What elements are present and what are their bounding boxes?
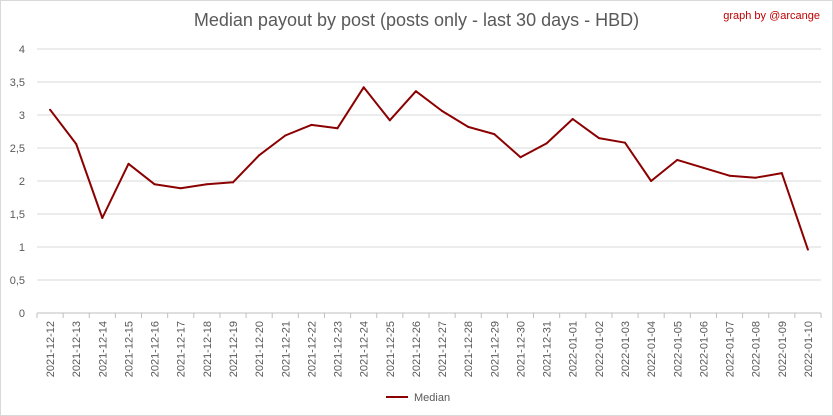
y-tick-label: 2 <box>19 176 25 188</box>
y-tick-label: 1 <box>19 242 25 254</box>
y-tick-label: 3 <box>19 110 25 122</box>
x-tick-label: 2022-01-05 <box>672 321 684 377</box>
y-axis-ticks: 0 0,5 1 1,5 2 2,5 3 3,5 4 <box>10 44 25 320</box>
x-tick-label: 2021-12-25 <box>385 321 397 377</box>
legend-label: Median <box>414 392 450 404</box>
data-point <box>467 125 470 128</box>
x-tick-label: 2021-12-31 <box>542 321 554 377</box>
series-layer <box>49 86 809 251</box>
data-point <box>101 216 104 219</box>
x-tick-label: 2021-12-19 <box>228 321 240 377</box>
y-tick-label: 0 <box>19 308 25 320</box>
data-point <box>441 110 444 113</box>
x-tick-label: 2022-01-01 <box>568 321 580 377</box>
chart-title: Median payout by post (posts only - last… <box>193 10 640 30</box>
x-tick-label: 2021-12-16 <box>150 321 162 377</box>
data-point <box>597 137 600 140</box>
x-tick-label: 2021-12-29 <box>489 321 501 377</box>
x-tick-label: 2021-12-30 <box>515 321 527 377</box>
data-point <box>493 133 496 136</box>
data-point <box>232 181 234 184</box>
x-axis-ticks: 2021-12-12 2021-12-13 2021-12-14 2021-12-15… <box>36 313 822 377</box>
chart-credit: graph by @arcange <box>723 10 820 22</box>
x-tick-label: 2022-01-04 <box>646 321 658 377</box>
x-tick-label: 2021-12-24 <box>359 321 371 377</box>
data-point <box>414 90 417 93</box>
data-point <box>728 174 731 177</box>
x-tick-label: 2021-12-13 <box>71 321 83 377</box>
y-tick-label: 4 <box>19 44 25 56</box>
data-point <box>153 183 156 186</box>
data-point <box>702 166 705 169</box>
x-tick-label: 2022-01-09 <box>777 321 789 377</box>
x-tick-label: 2021-12-28 <box>463 321 475 377</box>
x-tick-label: 2021-12-23 <box>333 321 345 377</box>
x-tick-label: 2022-01-06 <box>698 321 710 377</box>
x-tick-label: 2022-01-07 <box>725 321 737 377</box>
data-point <box>205 183 208 186</box>
y-tick-label: 3,5 <box>10 77 25 89</box>
data-point <box>624 141 626 144</box>
data-point <box>284 134 287 137</box>
data-point <box>388 119 391 122</box>
data-point <box>362 86 365 89</box>
series-line-median <box>49 86 809 250</box>
data-point <box>806 248 809 251</box>
x-tick-label: 2022-01-08 <box>751 321 763 377</box>
x-tick-label: 2021-12-26 <box>411 321 423 377</box>
data-point <box>179 187 182 190</box>
x-tick-label: 2022-01-10 <box>803 321 815 377</box>
legend: Median <box>386 392 450 404</box>
data-point <box>49 108 52 111</box>
x-tick-label: 2021-12-21 <box>280 321 292 377</box>
x-tick-label: 2022-01-02 <box>594 321 606 377</box>
y-tick-label: 1,5 <box>10 209 25 221</box>
x-tick-label: 2021-12-15 <box>123 321 135 377</box>
data-point <box>754 176 757 179</box>
x-tick-label: 2021-12-27 <box>437 321 449 377</box>
x-tick-label: 2022-01-03 <box>620 321 632 377</box>
data-point <box>545 142 548 145</box>
x-tick-label: 2021-12-17 <box>176 321 188 377</box>
x-tick-label: 2021-12-22 <box>306 321 318 377</box>
data-point <box>336 127 339 130</box>
data-point <box>571 117 574 120</box>
x-tick-label: 2021-12-18 <box>202 321 214 377</box>
x-tick-label: 2021-12-12 <box>45 321 57 377</box>
data-point <box>650 180 653 182</box>
data-point <box>75 143 78 146</box>
y-tick-label: 2,5 <box>10 143 25 155</box>
data-point <box>780 172 783 175</box>
data-point <box>258 154 261 157</box>
data-point <box>310 123 313 126</box>
x-tick-label: 2021-12-14 <box>97 321 109 377</box>
x-tick-label: 2021-12-20 <box>254 321 266 377</box>
y-tick-label: 0,5 <box>10 275 25 287</box>
data-point <box>519 156 522 159</box>
data-point <box>127 162 130 165</box>
gridlines <box>37 48 821 314</box>
data-point <box>676 158 679 161</box>
